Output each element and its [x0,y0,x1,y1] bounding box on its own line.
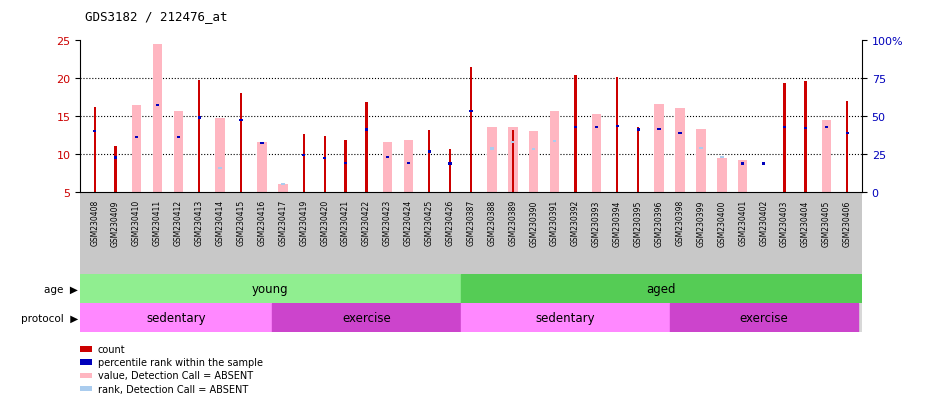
Bar [323,158,326,160]
Bar [216,119,225,192]
Bar [198,117,201,119]
Bar [739,160,747,192]
Bar [824,127,828,129]
Bar [655,104,664,192]
Bar [93,131,96,133]
Bar [508,128,517,192]
Bar [574,127,577,129]
Text: rank, Detection Call = ABSENT: rank, Detection Call = ABSENT [98,384,249,394]
Text: exercise: exercise [739,311,788,325]
Bar [678,132,682,134]
Bar [428,131,430,192]
Bar [846,102,849,192]
Bar [721,156,723,159]
Bar [532,149,535,151]
Bar [177,137,180,139]
Text: percentile rank within the sample: percentile rank within the sample [98,357,263,367]
Bar [80,304,272,332]
Bar [846,132,849,134]
Bar [132,105,141,192]
Bar [575,76,577,192]
Bar [407,162,410,164]
Bar [616,126,619,128]
Bar [278,185,287,192]
Bar [260,143,264,145]
Bar [696,130,706,192]
Bar [461,275,862,304]
Bar [302,135,305,192]
Bar [153,45,162,192]
Bar [345,141,347,192]
Bar [784,83,786,192]
Bar [219,168,221,170]
Bar [675,109,685,192]
Bar [512,141,514,143]
Bar [257,143,267,192]
Bar [512,131,514,192]
Bar [80,275,461,304]
Bar [239,119,243,121]
Text: young: young [252,282,288,296]
Bar [449,150,451,192]
Text: sedentary: sedentary [535,311,595,325]
Text: exercise: exercise [342,311,391,325]
Bar [281,183,284,185]
Bar [821,121,831,192]
Bar [93,108,96,192]
Bar [717,158,726,192]
Bar [469,110,473,112]
Bar [637,129,640,131]
Bar [448,163,452,165]
Bar [741,163,744,165]
Bar [699,147,703,150]
Bar [198,81,201,192]
Bar [490,148,494,150]
Text: protocol  ▶: protocol ▶ [21,313,78,323]
Bar [365,103,367,192]
Bar [272,304,461,332]
Bar [323,136,326,192]
Bar [240,94,242,192]
Bar [344,162,348,164]
Text: GDS3182 / 212476_at: GDS3182 / 212476_at [85,10,227,23]
Bar [382,142,392,192]
Bar [637,128,640,192]
Text: sedentary: sedentary [146,311,206,325]
Bar [403,141,413,192]
Text: aged: aged [646,282,676,296]
Bar [804,128,807,130]
Bar [155,104,159,107]
Text: count: count [98,344,125,354]
Bar [616,78,619,192]
Bar [470,68,472,192]
Bar [365,129,368,131]
Bar [658,128,661,131]
Bar [115,147,117,192]
Bar [529,132,539,192]
Bar [302,155,305,157]
Bar [783,127,787,129]
Bar [804,82,806,192]
Bar [385,156,389,159]
Text: value, Detection Call = ABSENT: value, Detection Call = ABSENT [98,370,253,380]
Bar [428,151,430,153]
Bar [173,112,183,192]
Bar [592,114,601,192]
Bar [461,304,670,332]
Bar [553,140,557,142]
Bar [135,137,138,139]
Bar [114,157,118,159]
Bar [487,128,496,192]
Bar [594,127,598,129]
Bar [762,163,765,165]
Text: age  ▶: age ▶ [44,284,78,294]
Bar [670,304,858,332]
Bar [550,112,560,192]
